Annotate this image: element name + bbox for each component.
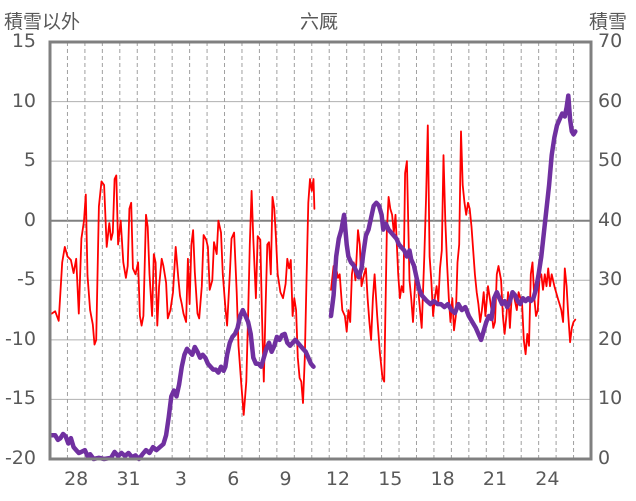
plot-frame: [48, 40, 593, 461]
right-tick-label: 50: [598, 149, 623, 172]
left-tick-label: 10: [11, 89, 36, 112]
left-tick-label: -10: [4, 327, 36, 350]
left-axis-title: 積雪以外: [4, 11, 81, 33]
snow-depth-line: [328, 93, 578, 343]
x-tick-label: 18: [430, 468, 455, 490]
grid-lines: [50, 41, 591, 460]
x-tick-label: 9: [279, 468, 292, 490]
left-tick-label: -15: [4, 387, 36, 410]
left-tick-label: 15: [11, 30, 36, 52]
right-tick-label: 10: [598, 387, 623, 410]
right-tick-label: 20: [598, 327, 623, 350]
x-tick-label: 6: [227, 468, 240, 490]
x-tick-label: 24: [535, 468, 560, 490]
temperature-line: [330, 124, 577, 383]
left-tick-label: 0: [23, 208, 36, 231]
right-tick-label: 0: [598, 447, 611, 469]
x-tick-label: 12: [325, 468, 351, 490]
x-tick-label: 15: [378, 468, 403, 490]
x-tick-label: 31: [116, 468, 141, 490]
left-tick-label: -20: [4, 447, 36, 469]
left-tick-label: 5: [23, 149, 36, 172]
x-tick-label: 3: [174, 468, 187, 490]
snow-depth-line: [49, 307, 316, 462]
right-axis-title: 積雪: [589, 11, 628, 33]
plot-border: [48, 40, 593, 461]
right-tick-label: 30: [598, 268, 623, 291]
x-tick-label: 21: [482, 468, 508, 490]
left-tick-label: -5: [17, 268, 36, 291]
series-layer: [49, 93, 578, 462]
right-tick-label: 40: [598, 208, 623, 231]
right-tick-label: 60: [598, 89, 623, 112]
temperature-line: [50, 174, 316, 416]
right-tick-label: 70: [598, 30, 623, 52]
chart-title: 六厩: [300, 11, 339, 33]
x-tick-label: 28: [64, 468, 89, 490]
